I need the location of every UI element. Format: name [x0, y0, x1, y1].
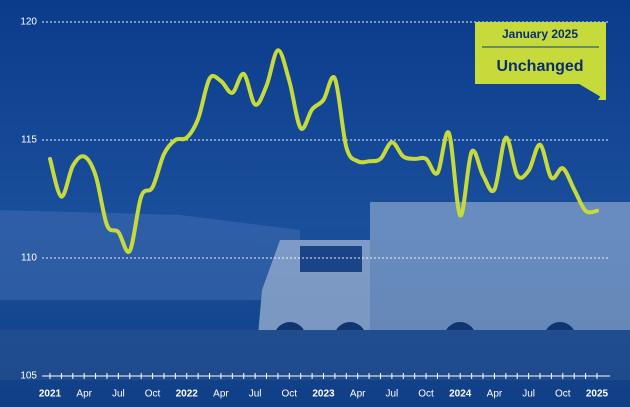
x-tick-label: 2022: [176, 389, 199, 400]
callout-text: Unchanged: [496, 58, 583, 75]
truck-photo: [0, 202, 630, 380]
x-tick-label: Apr: [350, 389, 366, 400]
y-tick-label: 120: [20, 17, 37, 28]
x-tick-label: Apr: [487, 389, 503, 400]
callout: January 2025 Unchanged: [475, 22, 606, 100]
x-tick-label: Oct: [418, 389, 434, 400]
x-tick-label: Oct: [145, 389, 161, 400]
callout-box: [475, 22, 606, 84]
x-tick-label: 2024: [449, 389, 472, 400]
callout-date: January 2025: [502, 27, 578, 41]
x-tick-label: Jul: [385, 389, 398, 400]
x-tick-label: Jul: [112, 389, 125, 400]
x-tick-label: 2025: [586, 389, 609, 400]
x-tick-label: Jul: [522, 389, 535, 400]
x-tick-label: Oct: [555, 389, 571, 400]
x-tick-label: Apr: [76, 389, 92, 400]
x-tick-label: 2023: [312, 389, 335, 400]
x-tick-label: Jul: [249, 389, 262, 400]
x-tick-label: Oct: [282, 389, 298, 400]
plot: 105 110 115 120 2021 Apr Jul Oct 2022 Apr Jul Oct 20…: [20, 17, 610, 400]
x-tick-label: Apr: [213, 389, 229, 400]
data-line: [48, 48, 599, 254]
y-tick-label: 110: [21, 253, 37, 264]
y-tick-label: 105: [20, 371, 37, 382]
y-tick-label: 115: [21, 135, 37, 146]
x-tick-label: 2021: [39, 389, 62, 400]
